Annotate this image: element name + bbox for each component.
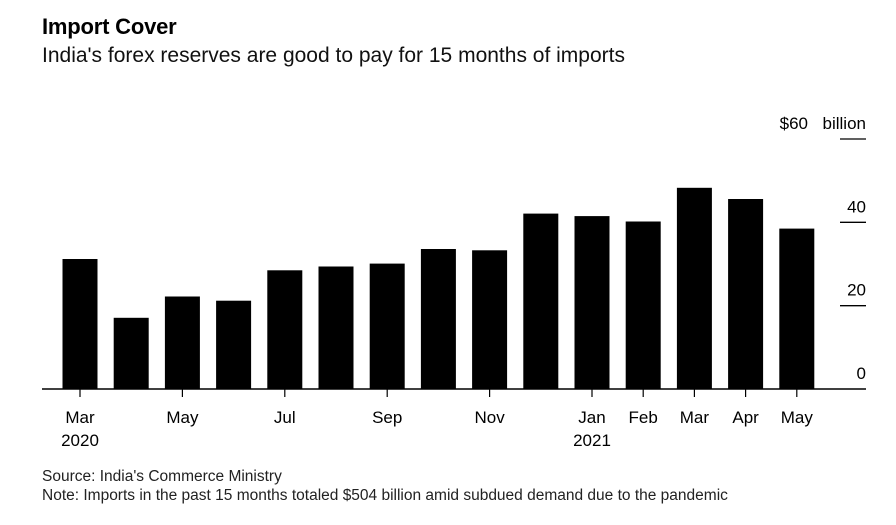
x-tick-label: Apr bbox=[732, 408, 759, 427]
bar bbox=[113, 317, 149, 390]
x-tick-label: May bbox=[166, 408, 199, 427]
x-tick-label: Mar bbox=[65, 408, 95, 427]
y-tick-label: 40 bbox=[847, 197, 866, 216]
source-note: Source: India's Commerce Ministry bbox=[42, 468, 282, 485]
chart-subtitle: India's forex reserves are good to pay f… bbox=[42, 44, 625, 67]
bar bbox=[625, 221, 661, 389]
bar bbox=[574, 216, 610, 389]
bar bbox=[728, 199, 764, 389]
bar bbox=[369, 263, 405, 389]
x-tick-year-label: 2021 bbox=[573, 431, 611, 450]
x-tick-label: Jul bbox=[274, 408, 296, 427]
x-tick-label: Feb bbox=[629, 408, 658, 427]
bar bbox=[420, 249, 456, 389]
bar bbox=[62, 259, 98, 389]
bar bbox=[216, 300, 252, 389]
bar bbox=[472, 250, 508, 389]
y-tick-label: $60 bbox=[780, 114, 808, 133]
y-unit-label: billion bbox=[823, 114, 866, 133]
chart-title: Import Cover bbox=[42, 14, 177, 39]
bar bbox=[676, 187, 712, 389]
bar bbox=[779, 228, 815, 389]
y-tick-label: 0 bbox=[857, 364, 866, 383]
x-tick-label: Mar bbox=[680, 408, 710, 427]
bar bbox=[523, 213, 559, 389]
bar bbox=[318, 266, 354, 389]
bar bbox=[164, 296, 200, 389]
footnote: Note: Imports in the past 15 months tota… bbox=[42, 487, 728, 504]
bar bbox=[267, 270, 303, 390]
x-tick-label: May bbox=[781, 408, 814, 427]
x-tick-label: Jan bbox=[578, 408, 605, 427]
y-tick-label: 20 bbox=[847, 281, 866, 300]
x-tick-label: Sep bbox=[372, 408, 402, 427]
x-tick-year-label: 2020 bbox=[61, 431, 99, 450]
x-tick-label: Nov bbox=[474, 408, 505, 427]
